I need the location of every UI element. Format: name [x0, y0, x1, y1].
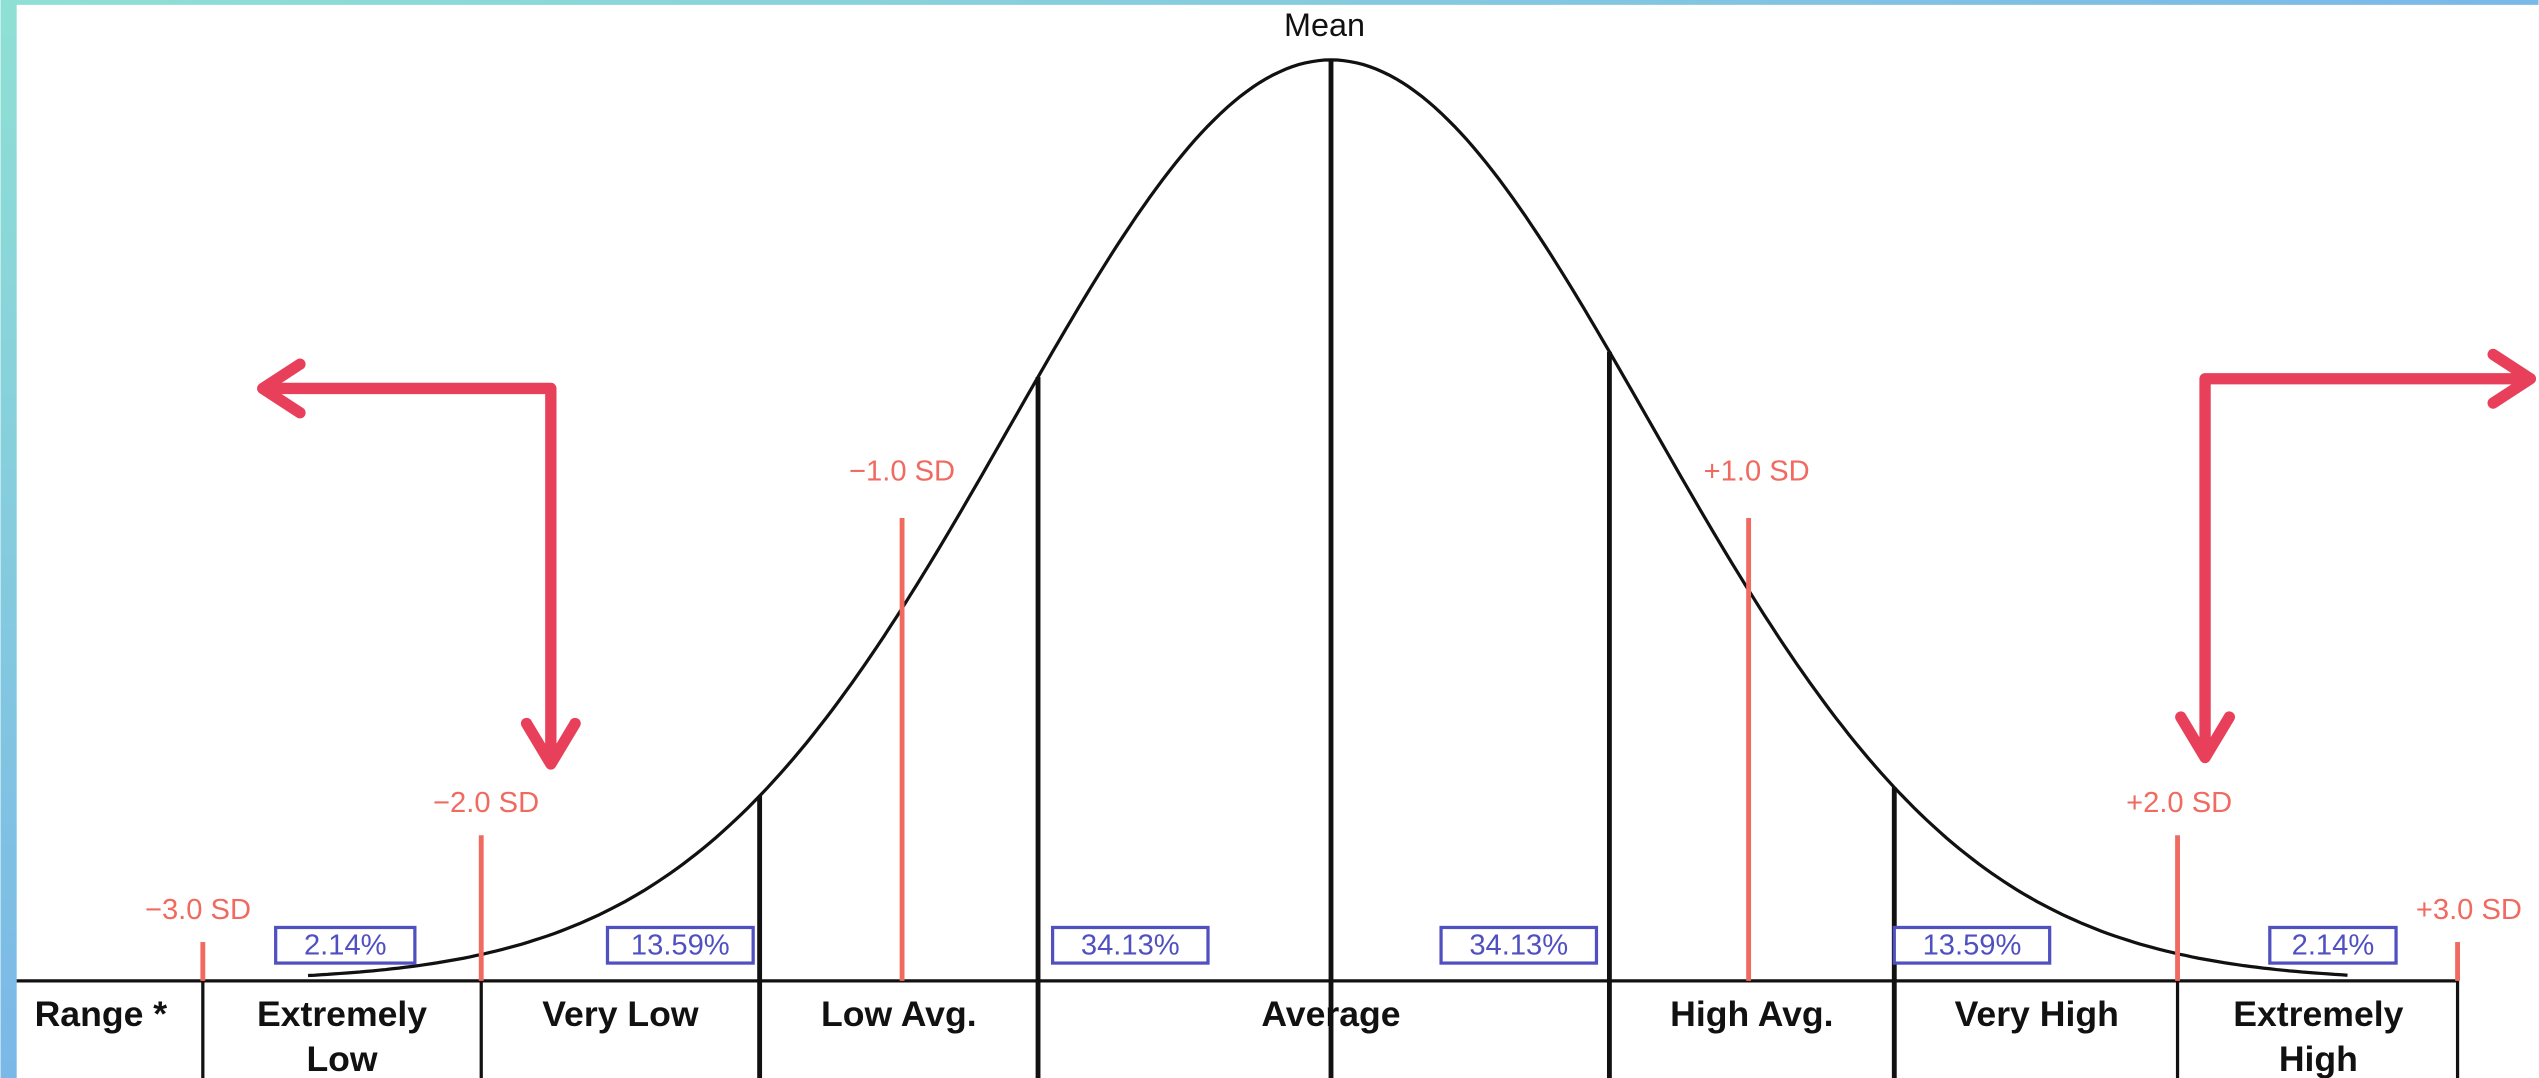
range-label: High Avg.: [1670, 994, 1833, 1034]
range-label: High: [2279, 1039, 2358, 1078]
percent-box: [1050, 925, 1210, 965]
percent-label: 34.13%: [1081, 930, 1180, 962]
sd-label: −2.0 SD: [433, 787, 539, 819]
arrows: [257, 348, 2537, 770]
sd-label: −3.0 SD: [145, 894, 251, 926]
range-label: Extremely: [257, 994, 427, 1034]
right-arrow: [2175, 348, 2537, 764]
range-label: Extremely: [2233, 994, 2403, 1034]
range-label: Average: [1261, 994, 1400, 1034]
left-arrow: [257, 358, 581, 770]
percent-label: 2.14%: [2292, 930, 2375, 962]
sd-label: −1.0 SD: [849, 455, 955, 487]
percent-box: [605, 925, 755, 965]
mean-label: Mean: [1284, 7, 1365, 43]
chart-layer: −3.0 SD −2.0 SD −1.0 SD +1.0 SD +2.0 SD +3.0 …: [16, 58, 2522, 1078]
percent-box: [274, 925, 417, 965]
percent-box: [1439, 925, 1599, 965]
percent-box: [2268, 925, 2398, 965]
top-border: [0, 0, 2539, 5]
range-label: Range *: [35, 994, 168, 1034]
percent-label: 13.59%: [631, 930, 730, 962]
range-label: Very Low: [542, 994, 699, 1034]
percent-label: 13.59%: [1923, 930, 2022, 962]
percent-label: 34.13%: [1469, 930, 1568, 962]
bell-curve: [307, 58, 2348, 978]
percent-box: [1892, 925, 2052, 965]
range-label: Low Avg.: [821, 994, 977, 1034]
sd-label: +2.0 SD: [2126, 787, 2232, 819]
percent-label: 2.14%: [304, 930, 387, 962]
sd-label: +1.0 SD: [1704, 455, 1810, 487]
range-label: Low: [306, 1039, 377, 1078]
left-border: [0, 0, 17, 1078]
range-label: Very High: [1955, 994, 2119, 1034]
sd-label: +3.0 SD: [2416, 894, 2522, 926]
